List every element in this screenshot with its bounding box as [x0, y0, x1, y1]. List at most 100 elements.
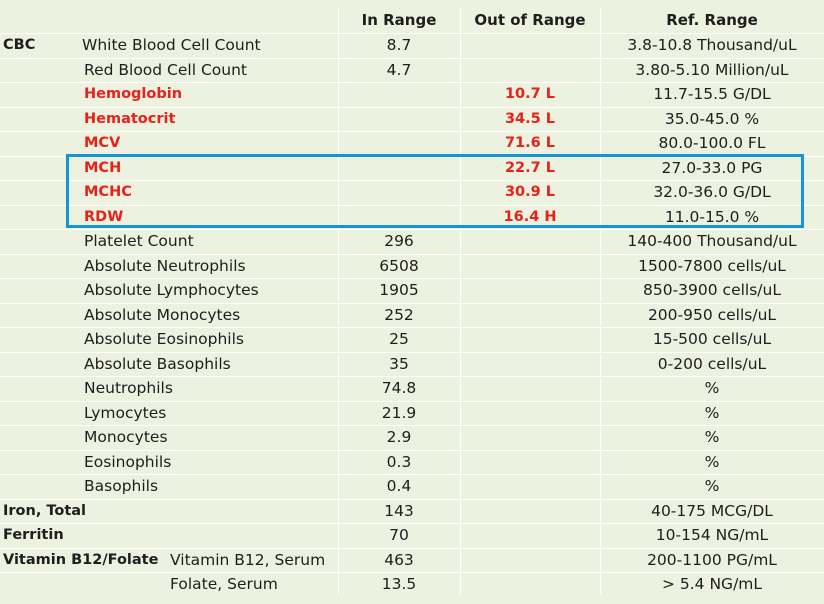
test-name: MCH	[84, 160, 122, 176]
in-range-value: 6508	[379, 257, 419, 275]
test-name: Absolute Neutrophils	[84, 257, 246, 275]
reference-range: 3.80-5.10 Million/uL	[635, 61, 789, 79]
test-name: Hemoglobin	[84, 86, 183, 102]
group-label: Vitamin B12/Folate	[3, 552, 159, 568]
reference-range: 140-400 Thousand/uL	[627, 232, 797, 250]
reference-range: 850-3900 cells/uL	[643, 281, 781, 299]
row-divider	[0, 499, 824, 500]
test-name: White Blood Cell Count	[82, 36, 261, 54]
row-divider	[0, 523, 824, 524]
test-name: Hematocrit	[84, 111, 176, 127]
reference-range: 200-1100 PG/mL	[647, 551, 777, 569]
row-divider	[0, 548, 824, 549]
group-label: Ferritin	[3, 527, 64, 543]
out-of-range-value: 22.7 L	[504, 160, 556, 176]
test-name: Absolute Lymphocytes	[84, 281, 259, 299]
in-range-value: 70	[389, 526, 409, 544]
reference-range: 35.0-45.0 %	[664, 110, 760, 128]
row-divider	[0, 327, 824, 328]
row-divider	[0, 107, 824, 108]
in-range-value: 1905	[379, 281, 419, 299]
test-name: Folate, Serum	[170, 575, 278, 593]
in-range-value: 143	[384, 502, 414, 520]
reference-range: 15-500 cells/uL	[652, 330, 772, 348]
test-name: Basophils	[84, 477, 159, 495]
test-name: Absolute Monocytes	[84, 306, 241, 324]
in-range-value: 21.9	[381, 404, 417, 422]
row-divider	[0, 180, 824, 181]
in-range-value: 0.4	[386, 477, 412, 495]
in-range-value: 13.5	[381, 575, 417, 593]
header-in-range: In Range	[361, 11, 437, 29]
reference-range: 27.0-33.0 PG	[661, 159, 763, 177]
row-divider	[0, 425, 824, 426]
reference-range: 200-950 cells/uL	[647, 306, 777, 324]
reference-range: 11.7-15.5 G/DL	[653, 85, 771, 103]
in-range-value: 296	[384, 232, 414, 250]
test-name: RDW	[84, 209, 124, 225]
column-divider	[460, 8, 461, 594]
group-label: Iron, Total	[3, 503, 86, 519]
reference-range: %	[704, 379, 720, 397]
test-name: Absolute Basophils	[84, 355, 231, 373]
row-divider	[0, 450, 824, 451]
in-range-value: 74.8	[381, 379, 417, 397]
reference-range: > 5.4 NG/mL	[661, 575, 763, 593]
reference-range: %	[704, 428, 720, 446]
in-range-value: 35	[389, 355, 409, 373]
test-name: MCHC	[84, 184, 132, 200]
row-divider	[0, 58, 824, 59]
test-name: Vitamin B12, Serum	[170, 551, 326, 569]
test-name: Neutrophils	[84, 379, 173, 397]
row-divider	[0, 376, 824, 377]
reference-range: 0-200 cells/uL	[657, 355, 767, 373]
reference-range: 80.0-100.0 FL	[658, 134, 766, 152]
out-of-range-value: 16.4 H	[503, 209, 557, 225]
group-label: CBC	[3, 37, 36, 53]
in-range-value: 8.7	[386, 36, 412, 54]
row-divider	[0, 229, 824, 230]
in-range-value: 25	[389, 330, 409, 348]
test-name: Monocytes	[84, 428, 168, 446]
test-name: Platelet Count	[84, 232, 194, 250]
reference-range: 32.0-36.0 G/DL	[653, 183, 771, 201]
reference-range: 40-175 MCG/DL	[651, 502, 773, 520]
row-divider	[0, 278, 824, 279]
row-divider	[0, 33, 824, 34]
reference-range: %	[704, 453, 720, 471]
test-name: MCV	[84, 135, 121, 151]
reference-range: 3.8-10.8 Thousand/uL	[627, 36, 797, 54]
header-ref-range: Ref. Range	[666, 11, 758, 29]
test-name: Eosinophils	[84, 453, 172, 471]
column-divider	[600, 8, 601, 594]
in-range-value: 252	[384, 306, 414, 324]
in-range-value: 4.7	[386, 61, 412, 79]
in-range-value: 0.3	[386, 453, 412, 471]
test-name: Absolute Eosinophils	[84, 330, 244, 348]
column-divider	[338, 8, 339, 594]
row-divider	[0, 205, 824, 206]
reference-range: 1500-7800 cells/uL	[638, 257, 786, 275]
out-of-range-value: 71.6 L	[504, 135, 556, 151]
reference-range: %	[704, 477, 720, 495]
reference-range: 10-154 NG/mL	[655, 526, 769, 544]
out-of-range-value: 34.5 L	[504, 111, 556, 127]
row-divider	[0, 474, 824, 475]
reference-range: %	[704, 404, 720, 422]
header-out-of-range: Out of Range	[474, 11, 586, 29]
row-divider	[0, 82, 824, 83]
highlight-box	[66, 154, 804, 228]
test-name: Lymocytes	[84, 404, 167, 422]
in-range-value: 463	[384, 551, 414, 569]
row-divider	[0, 303, 824, 304]
out-of-range-value: 30.9 L	[504, 184, 556, 200]
out-of-range-value: 10.7 L	[504, 86, 556, 102]
row-divider	[0, 352, 824, 353]
row-divider	[0, 572, 824, 573]
row-divider	[0, 401, 824, 402]
row-divider	[0, 254, 824, 255]
reference-range: 11.0-15.0 %	[664, 208, 760, 226]
row-divider	[0, 131, 824, 132]
in-range-value: 2.9	[386, 428, 412, 446]
test-name: Red Blood Cell Count	[84, 61, 247, 79]
